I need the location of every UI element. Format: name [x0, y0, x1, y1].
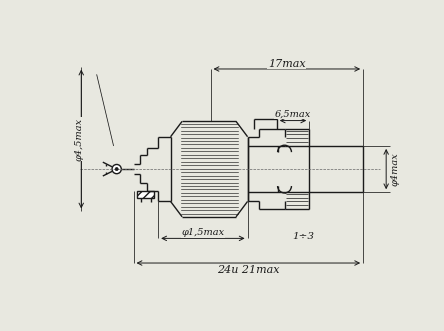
- Text: 17max: 17max: [268, 59, 305, 69]
- Circle shape: [112, 165, 121, 174]
- Text: 24u 21max: 24u 21max: [217, 265, 280, 275]
- Circle shape: [115, 167, 118, 170]
- Bar: [138, 191, 155, 198]
- Text: φ4max: φ4max: [391, 152, 400, 186]
- Text: φ1,5max: φ1,5max: [181, 228, 225, 237]
- Text: φ4,5max: φ4,5max: [75, 118, 83, 161]
- Text: 6,5max: 6,5max: [275, 110, 311, 119]
- Text: 1÷3: 1÷3: [292, 232, 314, 241]
